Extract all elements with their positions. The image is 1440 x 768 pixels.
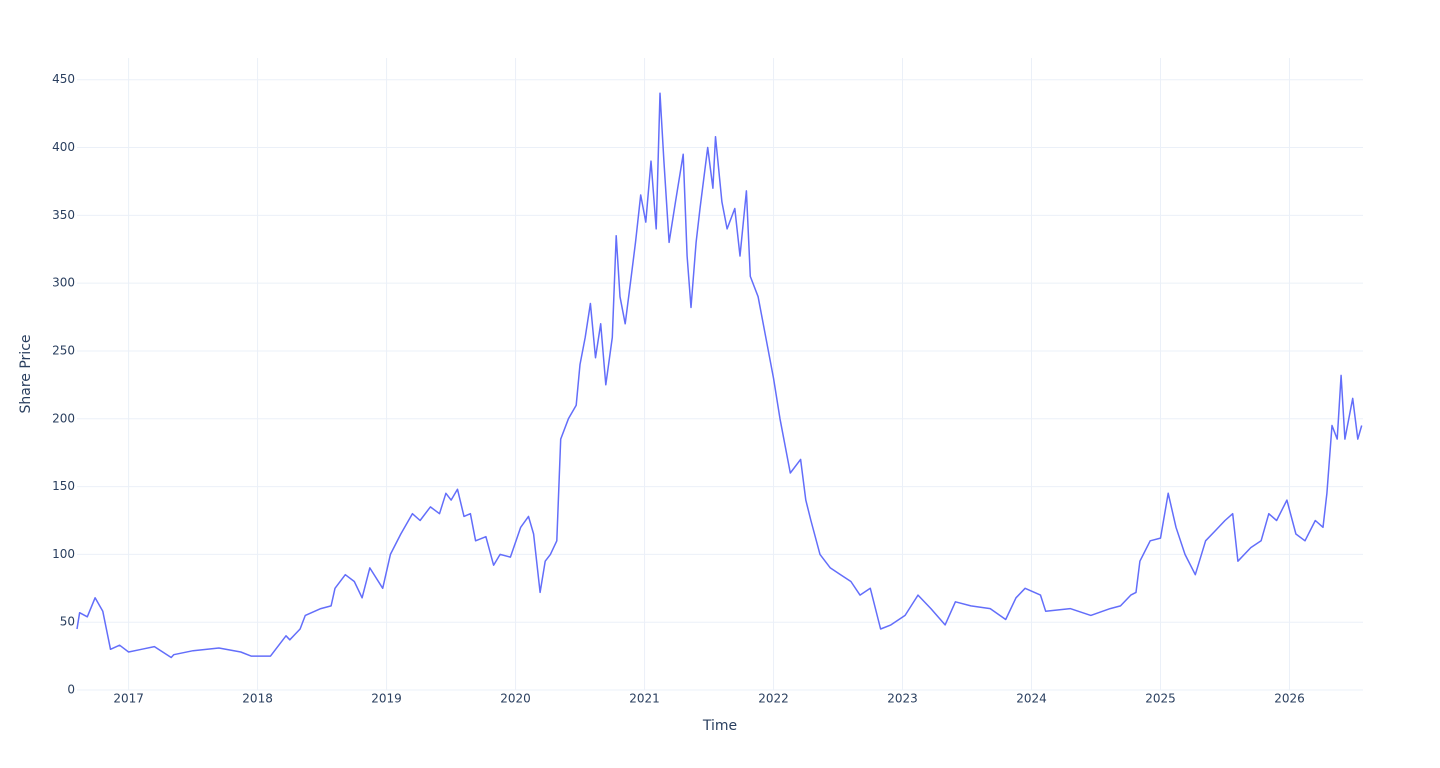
- y-tick-label: 350: [52, 208, 75, 222]
- y-tick-label: 150: [52, 479, 75, 493]
- y-tick-label: 400: [52, 140, 75, 154]
- y-tick-label: 50: [60, 615, 75, 629]
- y-tick-label: 0: [67, 683, 75, 697]
- x-tick-label: 2024: [1016, 692, 1047, 706]
- y-axis-title: Share Price: [18, 334, 34, 413]
- x-tick-label: 2025: [1145, 692, 1176, 706]
- x-tick-label: 2022: [758, 692, 789, 706]
- x-tick-label: 2021: [629, 692, 660, 706]
- x-tick-label: 2017: [113, 692, 144, 706]
- y-tick-label: 250: [52, 343, 75, 357]
- y-tick-label: 100: [52, 547, 75, 561]
- y-tick-label: 450: [52, 72, 75, 86]
- price-line: [76, 92, 1363, 659]
- y-tick-label: 200: [52, 411, 75, 425]
- y-tick-label: 300: [52, 276, 75, 290]
- x-axis-title: Time: [702, 718, 737, 734]
- x-tick-label: 2020: [500, 692, 531, 706]
- x-tick-label: 2023: [887, 692, 918, 706]
- x-tick-label: 2026: [1274, 692, 1305, 706]
- x-tick-label: 2018: [242, 692, 273, 706]
- x-tick-label: 2019: [371, 692, 402, 706]
